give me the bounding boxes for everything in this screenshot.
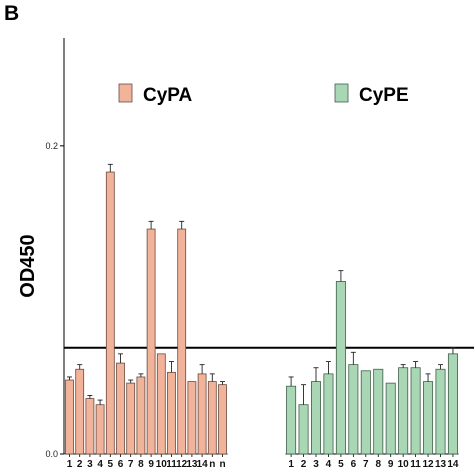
x-tick-label: 12 (176, 459, 188, 470)
x-tick-label: 4 (97, 459, 103, 470)
x-tick-label: n (209, 459, 215, 470)
x-tick-label: 2 (301, 459, 307, 470)
legend-label-cypa: CyPA (143, 85, 193, 106)
bar-cypa-3 (85, 398, 95, 455)
x-tick-label: n (219, 459, 225, 470)
bar-cypa-13 (187, 381, 197, 455)
chart-legend: CyPA CyPE (118, 83, 409, 106)
x-tick-label: 6 (118, 459, 124, 470)
bar-cypa-4 (95, 404, 105, 455)
y-tick-label: 0.2 (45, 141, 58, 151)
panel-letter: B (4, 2, 20, 25)
bar-cypa-9 (146, 228, 156, 455)
bar-cype-11 (410, 367, 421, 455)
bar-cypa-16 (218, 384, 227, 455)
bar-cypa-6 (116, 362, 125, 455)
bar-cype-8 (373, 368, 384, 455)
bar-cype-14 (447, 353, 458, 455)
x-tick-label: 5 (108, 459, 114, 470)
bar-cype-6 (348, 364, 359, 455)
bar-cypa-2 (75, 368, 85, 455)
bar-cypa-11 (167, 371, 176, 455)
legend-label-cype: CyPE (359, 85, 409, 106)
y-tick-label: 0.0 (45, 449, 58, 459)
x-tick-label: 3 (87, 459, 93, 470)
x-tick-label: 10 (398, 459, 410, 470)
bar-cypa-1 (65, 379, 74, 455)
x-tick-label: 8 (138, 459, 144, 470)
x-tick-label: 9 (148, 459, 154, 470)
bar-cype-9 (385, 382, 396, 455)
bar-cypa-15 (207, 381, 217, 455)
x-tick-label: 13 (186, 459, 198, 470)
bar-cype-3 (310, 381, 321, 455)
bar-cype-5 (335, 281, 346, 455)
bar-cype-10 (398, 367, 409, 455)
bar-cype-4 (323, 373, 334, 455)
x-tick-label: 5 (338, 459, 344, 470)
chart-bars (65, 163, 458, 455)
bar-cype-2 (298, 404, 309, 455)
bar-cype-13 (435, 368, 446, 455)
x-tick-label: 10 (156, 459, 168, 470)
bar-cypa-7 (126, 382, 136, 455)
x-tick-label: 8 (375, 459, 381, 470)
bar-cype-12 (423, 381, 434, 455)
x-tick-label: 7 (128, 459, 134, 470)
bar-cypa-12 (177, 228, 187, 455)
x-tick-label: 1 (288, 459, 294, 470)
x-tick-label: 11 (166, 459, 177, 470)
x-tick-label: 14 (197, 459, 209, 470)
x-tick-label: 14 (447, 459, 459, 470)
x-tick-label: 12 (422, 459, 434, 470)
bar-cype-1 (286, 385, 297, 455)
x-tick-label: 2 (77, 459, 83, 470)
y-axis-label: OD450 (17, 234, 39, 297)
bar-cypa-8 (136, 376, 146, 455)
x-tick-label: 3 (313, 459, 319, 470)
legend-swatch-cype (334, 83, 349, 103)
x-tick-label: 13 (435, 459, 447, 470)
x-tick-label: 1 (67, 459, 73, 470)
bar-cypa-5 (105, 171, 115, 455)
x-tick-label: 7 (363, 459, 369, 470)
x-tick-label: 9 (388, 459, 394, 470)
x-tick-label: 11 (410, 459, 421, 470)
bar-cypa-10 (156, 353, 166, 455)
bar-cypa-14 (197, 373, 207, 455)
x-tick-label: 6 (351, 459, 357, 470)
legend-swatch-cypa (118, 83, 133, 103)
x-tick-label: 4 (326, 459, 332, 470)
bar-cype-7 (360, 370, 371, 455)
